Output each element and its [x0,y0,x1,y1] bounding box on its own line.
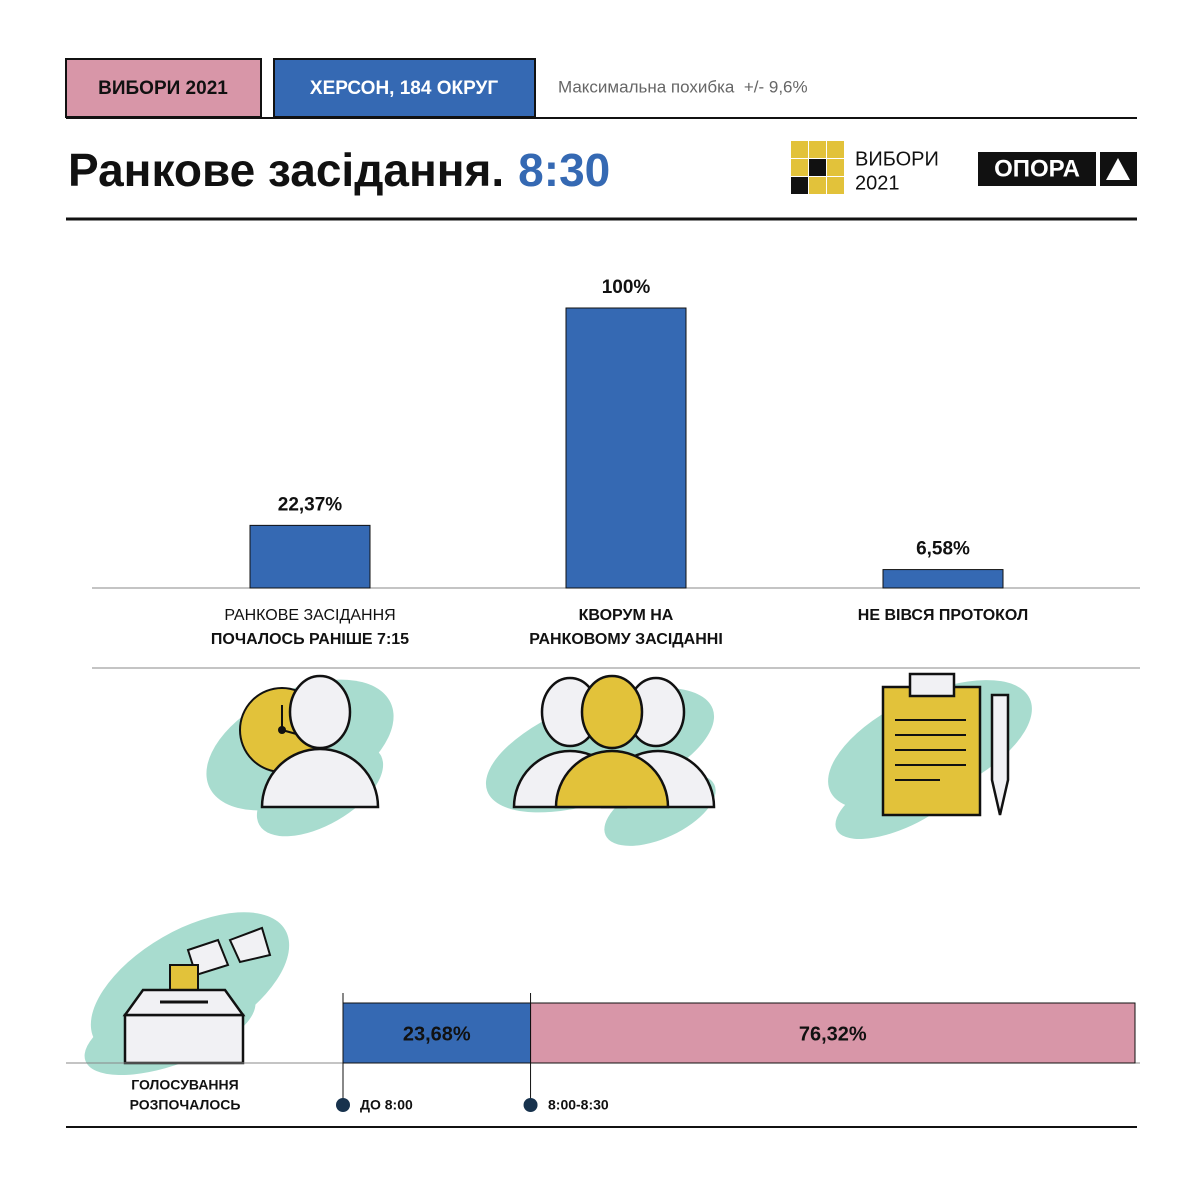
segment-label: 76,32% [799,1023,867,1045]
error-note: Максимальна похибка +/- 9,6% [558,77,808,96]
segment [530,1002,1136,1064]
title: Ранкове засідання. 8:30 [68,144,610,196]
badge-district-text: ХЕРСОН, 184 ОКРУГ [310,78,498,99]
badge-district [273,58,536,118]
icon-protocol [828,672,1032,839]
value-label: 6,58% [916,539,970,560]
category-label: РОЗПОЧАЛОСЬ [130,1097,241,1113]
org-box [978,152,1096,186]
bar [565,307,687,589]
legend-dot [336,1098,350,1112]
icon-ballot [84,912,290,1076]
logo-line2: 2021 [855,172,900,194]
badge-election-text: ВИБОРИ 2021 [98,78,228,99]
category-label: НЕ ВІВСЯ ПРОТОКОЛ [858,607,1028,624]
category-label: ПОЧАЛОСЬ РАНІШЕ 7:15 [211,631,409,648]
segment-label: 23,68% [403,1023,471,1045]
category-label: РАНКОВЕ ЗАСІДАННЯ [224,607,395,624]
legend-dot [523,1098,538,1112]
segment [342,1002,532,1064]
logo-line1: ВИБОРИ [855,148,939,170]
title-text: Ранкове засідання. [68,144,504,196]
bar [249,524,371,589]
badge-election [65,58,262,118]
category-label: РАНКОВОМУ ЗАСІДАННІ [529,631,723,648]
icon-quorum [485,674,716,846]
legend-label: 8:00-8:30 [548,1097,609,1113]
org-triangle [1106,158,1130,180]
icon-early-start [206,674,394,837]
title-time: 8:30 [518,144,610,196]
category-label: ГОЛОСУВАННЯ [131,1077,238,1093]
value-label: 22,37% [278,494,343,515]
org-name: ОПОРА [994,155,1080,182]
category-label: КВОРУМ НА [579,607,674,624]
legend-label: ДО 8:00 [360,1097,413,1113]
logo-grid [791,141,844,194]
value-label: 100% [602,277,651,298]
bar [882,569,1004,589]
